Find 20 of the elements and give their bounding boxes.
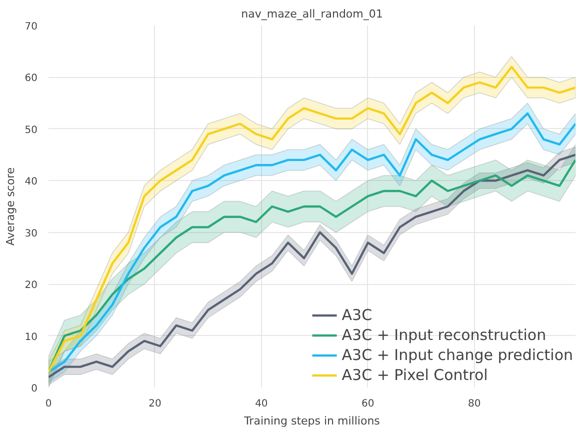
legend-label: A3C + Input change prediction [342, 346, 573, 364]
x-axis-title: Training steps in millions [243, 414, 380, 428]
x-tick-label: 60 [362, 398, 374, 410]
y-tick-label: 60 [24, 73, 38, 84]
x-tick-label: 20 [148, 398, 162, 410]
y-tick-label: 70 [24, 22, 38, 32]
legend-label: A3C [342, 306, 372, 324]
legend-label: A3C + Input reconstruction [342, 326, 546, 344]
x-tick-label: 0 [45, 398, 52, 410]
y-tick-label: 0 [31, 384, 38, 394]
y-tick-label: 50 [24, 124, 38, 136]
y-tick-label: 20 [24, 280, 38, 292]
y-tick-label: 30 [24, 228, 38, 240]
y-axis-title: Average score [4, 167, 17, 246]
y-tick-label: 10 [24, 332, 38, 343]
chart-title: nav_maze_all_random_01 [241, 8, 383, 20]
x-tick-label: 80 [468, 398, 481, 410]
legend-label: A3C + Pixel Control [342, 366, 488, 384]
x-tick-label: 40 [255, 398, 268, 410]
y-tick-label: 40 [24, 176, 38, 188]
